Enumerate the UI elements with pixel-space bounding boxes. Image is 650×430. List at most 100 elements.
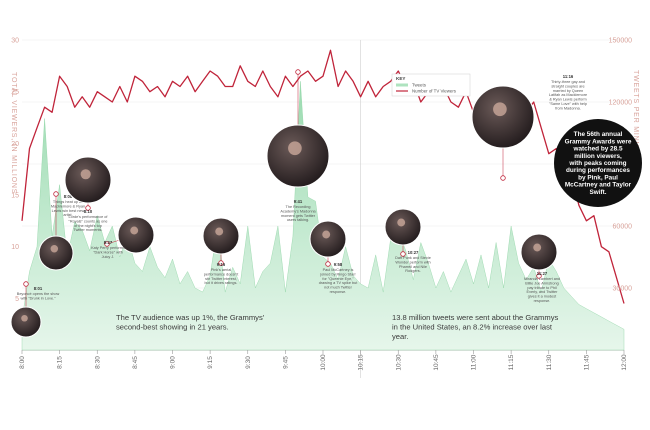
y-left-tick-label: 25 [11,89,19,96]
y-right-tick-label: 120000 [609,100,632,107]
legend: KEY Tweets Number of TV Viewers [391,73,471,97]
performer-photo [384,208,422,246]
x-tick-label: 9:00 [170,356,177,369]
x-tick-label: 10:45 [433,354,440,371]
y-right-tick-label: 60000 [613,224,633,231]
annotation-time: 8:08 [64,194,73,199]
tweets-area-layer [21,81,625,351]
performer-photo [38,235,74,271]
annotation-text: Katy Perry performs "Dark Horse" with Juic… [91,246,125,259]
legend-swatch-tweets [396,83,408,87]
x-tick-label: 11:15 [508,354,515,370]
legend-item-viewers: Number of TV Viewers [412,89,457,94]
annotation-time: 8:01 [34,286,43,291]
annotation-text: Daft Punk and Stevie Wonder perform with P… [395,256,431,273]
performer-photo [520,233,558,271]
x-tick-label: 11:30 [546,354,553,370]
performer-photo-highlight [80,169,91,180]
annotation-marker [218,260,224,266]
annotation-time: 8:10 [84,209,93,214]
annotation-marker [104,241,110,247]
legend-box [391,73,471,97]
summary-badge: The 56th annual Grammy Awards were watched… [554,119,642,207]
performer-photo [117,216,155,254]
annotation-marker [536,273,542,279]
performer-photo [10,306,42,338]
left-axis-title: TOTAL VIEWERS, IN MILLIONS [10,72,17,194]
annotation-time: 9:41 [294,199,303,204]
performer-photo-highlight [397,218,406,227]
x-tick-label: 8:30 [94,356,101,369]
performer-photo [309,220,347,258]
y-right-tick-label: 150000 [609,38,632,45]
annotation-marker [23,281,29,287]
x-tick-label: 10:15 [358,354,365,371]
annotation-text: Thirty-three gay and straight couples are… [549,80,587,110]
x-tick-label: 10:30 [395,354,402,371]
x-tick-label: 11:00 [471,354,478,370]
x-tick-label: 9:15 [207,356,214,369]
annotation-time: 9:58 [334,262,343,267]
legend-title: KEY [396,76,405,81]
performer-photo-highlight [215,227,224,236]
annotation-text: Miranda Lambert and Billie Joe Armstrong p… [524,277,560,303]
annotation-text: Pink's aerial performance doesn't stir Twi… [204,268,239,285]
tweets-area [21,81,625,351]
x-tick-label: 8:45 [132,356,139,369]
annotation-text: Beyoncé opens the show with "Drunk in Lov… [17,292,60,300]
x-tick-label: 11:45 [583,354,590,370]
performer-photo-highlight [533,243,542,252]
y-left-tick-label: 30 [11,38,19,45]
x-tick-label: 9:30 [245,356,252,369]
legend-item-tweets: Tweets [412,83,427,88]
x-tick-label: 8:00 [19,356,26,369]
x-tick-label: 9:45 [282,356,289,369]
right-axis-title: TWEETS PER MINUTE [632,70,639,158]
annotation-marker [85,205,91,211]
x-tick-label: 10:00 [320,354,327,371]
summary-badge-text: The 56th annual Grammy Awards were watched… [565,131,632,196]
annotation-text: Lorde's performance of "Royals" counts as… [69,215,109,232]
y-left-tick-label: 20 [11,141,19,148]
performer-photo [471,85,535,149]
performer-photo-highlight [322,230,331,239]
tv-audience-note: The TV audience was up 1%, the Grammys' s… [116,313,265,332]
y-left-tick-label: 5 [15,296,19,303]
performer-photo [266,124,330,188]
annotation-marker [53,191,59,197]
performer-photo-highlight [130,226,139,235]
x-tick-label: 8:15 [57,356,64,369]
performer-photo [202,217,240,255]
annotation-text: Paul McCartney is joined by Ringo Starr fo… [319,268,358,294]
performer-photo-highlight [21,314,28,322]
performer-photo-highlight [493,102,507,117]
performer-photo-highlight [50,245,59,253]
performer-photo [64,156,112,204]
y-left-tick-label: 10 [11,244,19,251]
annotation-marker [325,261,331,267]
tweets-note: 13.8 million tweets were sent about the … [392,313,558,341]
x-tick-label: 12:00 [621,354,628,371]
annotation-text: The Recording Academy's Madonna moment get… [280,205,316,222]
annotation-time: 9:16 [217,262,226,267]
summary-badge-circle [554,119,642,207]
annotation-marker [500,175,506,181]
annotation-time: 10:27 [408,250,419,255]
y-left-tick-label: 15 [11,193,19,200]
performer-photo-highlight [288,141,302,156]
y-right-tick-label: 30000 [613,286,633,293]
annotation-time: 11:16 [563,74,574,79]
annotation-time: 8:27 [104,240,113,245]
